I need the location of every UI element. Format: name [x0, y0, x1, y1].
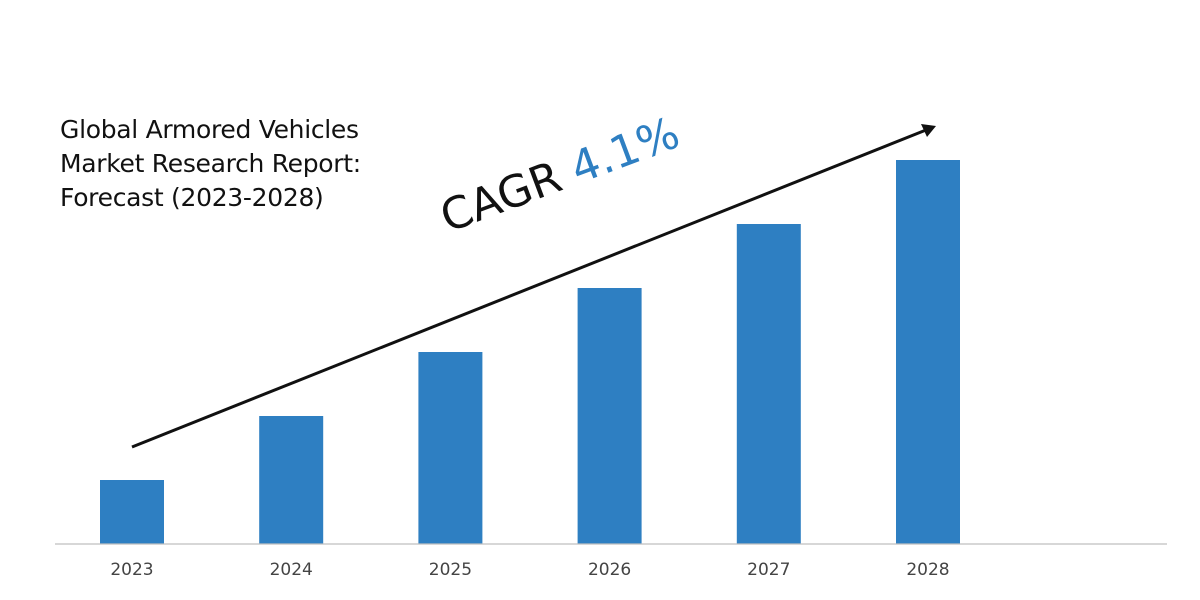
x-tick-label-2024: 2024	[270, 560, 313, 580]
x-tick-labels: 2023 2024 2025 2026 2027 2028	[110, 560, 949, 580]
chart-title-line-1: Global Armored Vehicles	[60, 115, 359, 144]
x-tick-label-2027: 2027	[747, 560, 790, 580]
x-tick-label-2023: 2023	[110, 560, 153, 580]
bar-2025	[418, 352, 483, 544]
bar-2028	[896, 160, 960, 544]
chart-title: Global Armored Vehicles Market Research …	[60, 113, 420, 215]
x-tick-label-2025: 2025	[429, 560, 472, 580]
bar-2026	[577, 288, 642, 544]
bar-2023	[100, 480, 164, 544]
bar-2024	[259, 416, 324, 544]
trend-arrow	[131, 124, 936, 449]
bar-group	[100, 160, 960, 544]
trend-arrow-head	[921, 124, 936, 137]
bar-2027	[736, 224, 801, 544]
chart-title-line-3: Forecast (2023-2028)	[60, 183, 324, 212]
trend-arrow-line	[131, 128, 927, 449]
chart-title-line-2: Market Research Report:	[60, 149, 361, 178]
x-tick-label-2026: 2026	[588, 560, 631, 580]
x-tick-label-2028: 2028	[906, 560, 949, 580]
